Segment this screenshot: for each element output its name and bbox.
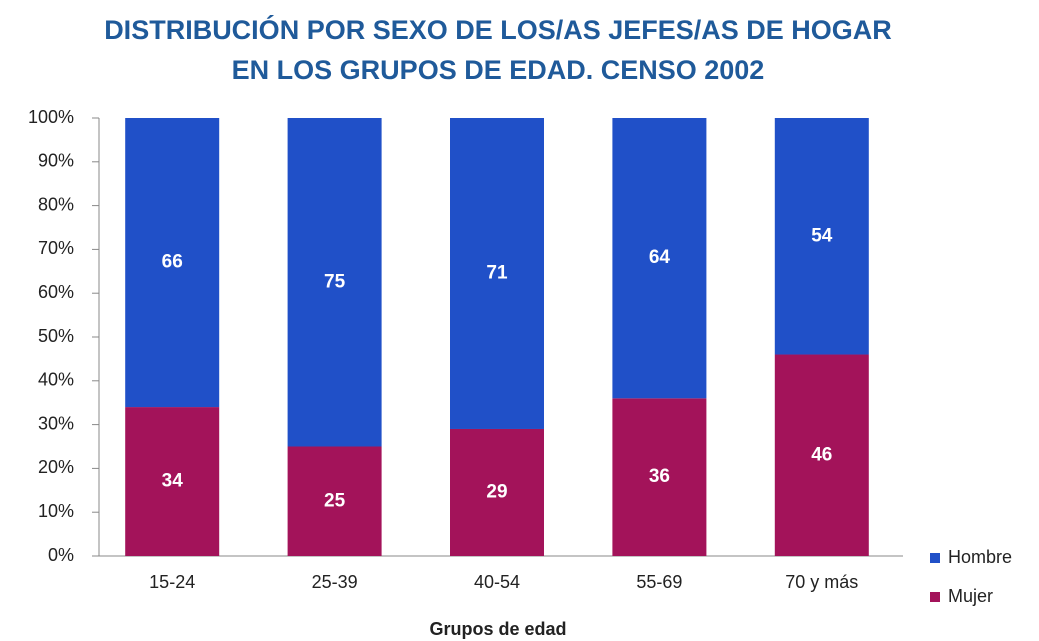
bar-segment [287, 118, 382, 447]
bar-segment [125, 407, 220, 556]
x-tick-label: 55-69 [636, 572, 682, 592]
y-tick-label: 20% [38, 457, 74, 477]
bar-segment [774, 118, 869, 355]
y-tick-label: 30% [38, 413, 74, 433]
y-tick-label: 80% [38, 194, 74, 214]
data-label: 36 [649, 466, 670, 487]
bar-segment [125, 118, 220, 408]
data-label: 75 [324, 271, 346, 292]
chart-title: DISTRIBUCIÓN POR SEXO DE LOS/AS JEFES/AS… [104, 14, 892, 45]
legend-swatch [930, 553, 940, 563]
data-label: 64 [649, 247, 671, 268]
legend-swatch [930, 592, 940, 602]
bar-segment [774, 354, 869, 556]
y-tick-label: 100% [28, 107, 74, 127]
data-label: 34 [162, 471, 184, 492]
data-label: 29 [486, 482, 507, 503]
legend-label: Mujer [948, 586, 993, 606]
bar-segment [287, 446, 382, 556]
bar-segment [450, 428, 544, 556]
bar-segment [450, 118, 544, 429]
y-tick-label: 40% [38, 370, 74, 390]
y-tick-label: 70% [38, 238, 74, 258]
x-axis-title: Grupos de edad [429, 619, 566, 639]
bar-segment [612, 118, 707, 399]
y-tick-label: 10% [38, 501, 74, 521]
x-tick-label: 40-54 [474, 572, 520, 592]
y-tick-label: 0% [48, 545, 74, 565]
chart-title: EN LOS GRUPOS DE EDAD. CENSO 2002 [232, 55, 765, 85]
data-label: 46 [811, 444, 832, 465]
data-label: 71 [486, 263, 508, 284]
y-tick-label: 50% [38, 326, 74, 346]
y-tick-label: 60% [38, 282, 74, 302]
x-tick-label: 25-39 [312, 572, 358, 592]
bar-segment [612, 398, 707, 556]
x-tick-label: 70 y más [785, 572, 858, 592]
data-label: 25 [324, 490, 346, 511]
data-label: 54 [811, 225, 833, 246]
y-tick-label: 90% [38, 151, 74, 171]
x-tick-label: 15-24 [149, 572, 195, 592]
data-label: 66 [162, 252, 183, 273]
legend-label: Hombre [948, 547, 1012, 567]
